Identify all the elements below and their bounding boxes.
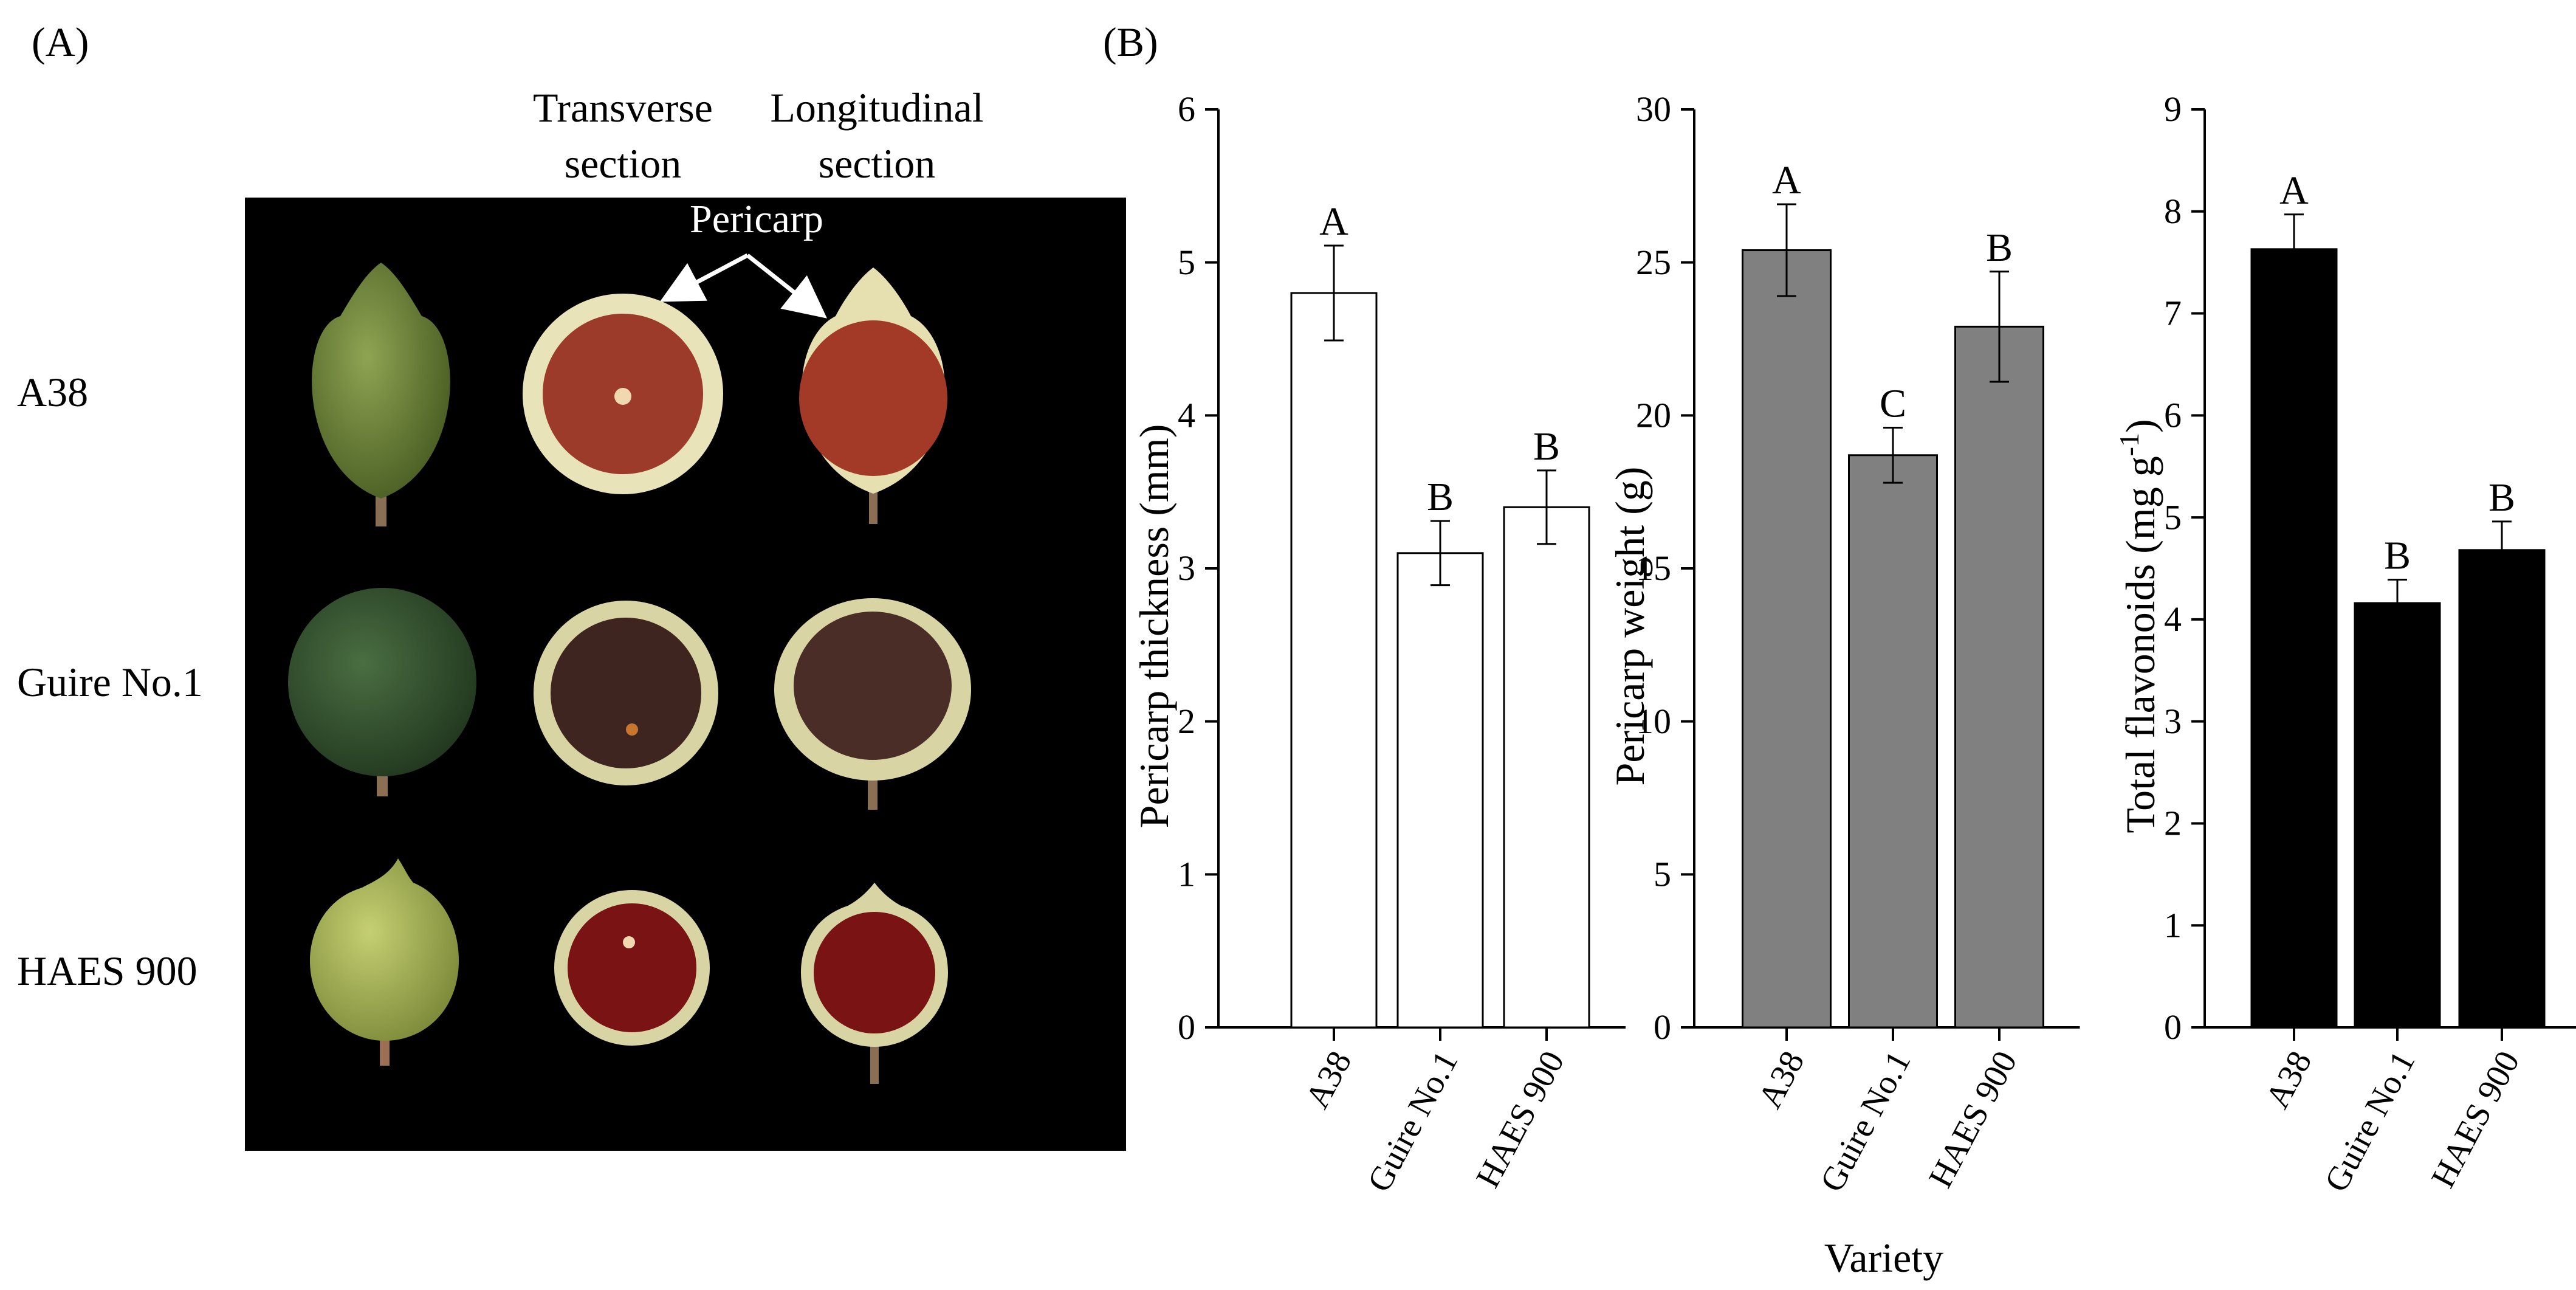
y-tick-label: 5 — [1654, 854, 1671, 894]
y-tick-label: 10 — [1636, 702, 1671, 741]
x-tick-label: Guire No.1 — [1360, 1045, 1465, 1198]
significance-label: B — [1986, 226, 2013, 270]
haes-longitudinal-section — [801, 883, 948, 1084]
significance-label: A — [1319, 199, 1348, 244]
a38-longitudinal-section — [799, 267, 947, 524]
significance-label: C — [1880, 381, 1906, 426]
bar — [1848, 454, 1938, 1029]
y-tick-label: 4 — [2164, 599, 2182, 639]
panel-b-label: (B) — [1103, 19, 1158, 65]
significance-label: B — [2488, 475, 2515, 520]
column-header-transverse-line2: section — [565, 140, 682, 187]
row-label-guire: Guire No.1 — [17, 659, 203, 705]
x-tick-label: Guire No.1 — [2317, 1045, 2422, 1198]
y-tick-label: 30 — [1636, 89, 1671, 129]
row-label-a38: A38 — [17, 369, 88, 415]
y-tick-label: 4 — [1178, 395, 1195, 435]
pericarp-arrow-right — [746, 254, 827, 319]
y-tick-label: 3 — [1178, 548, 1195, 588]
y-tick-label: 6 — [1178, 89, 1195, 129]
chart-total-flavonoids: 0 1 2 3 4 5 6 7 8 9 A A38 B Guire No.1 B HAES 900 Total… — [2114, 89, 2576, 1198]
x-tick-label: A38 — [1298, 1045, 1359, 1114]
ylabel-thickness: Pericarp thickness (mm) — [1131, 424, 1177, 829]
column-header-longitudinal-line2: section — [819, 140, 936, 187]
y-tick-label: 5 — [2164, 497, 2182, 537]
y-tick-label: 9 — [2164, 89, 2182, 129]
bar — [2458, 549, 2546, 1029]
haes-whole-fruit — [310, 858, 459, 1066]
ylabel-weight: Pericarp weight (g) — [1607, 467, 1653, 786]
bar — [1290, 292, 1378, 1029]
y-tick-label: 3 — [2164, 702, 2182, 741]
pericarp-arrow-left — [659, 253, 749, 302]
x-tick-label: A38 — [1751, 1045, 1812, 1114]
haes-transverse-section — [554, 890, 710, 1046]
ylabel-flavonoids-main: Total flavonoids (mg g — [2117, 456, 2163, 833]
x-tick-label: HAES 900 — [1922, 1045, 2024, 1194]
y-tick-label: 6 — [2164, 395, 2182, 435]
y-tick-label: 0 — [1654, 1007, 1671, 1047]
panel-a-label: (A) — [32, 19, 89, 65]
a38-transverse-section — [523, 294, 723, 494]
significance-label: B — [1533, 424, 1560, 469]
bar — [1396, 552, 1484, 1029]
bar — [2354, 602, 2441, 1029]
y-tick-label: 25 — [1636, 243, 1671, 282]
bar — [1503, 506, 1590, 1029]
a38-whole-fruit — [312, 263, 450, 526]
significance-label: A — [2279, 168, 2309, 213]
y-tick-label: 20 — [1636, 395, 1671, 435]
shared-xlabel: Variety — [1824, 1235, 1943, 1281]
x-tick-label: A38 — [2258, 1045, 2319, 1114]
column-header-transverse-line1: Transverse — [533, 85, 713, 131]
guire-whole-fruit — [288, 588, 476, 796]
guire-transverse-section — [534, 601, 718, 785]
bar — [1954, 325, 2044, 1029]
row-label-haes: HAES 900 — [17, 948, 197, 994]
pericarp-label: Pericarp — [690, 197, 823, 241]
chart-pericarp-weight: 0 5 10 15 20 25 30 A A38 C Guire No.1 B HAES 900 Per… — [1607, 89, 2080, 1198]
y-tick-label: 7 — [2164, 294, 2182, 333]
y-tick-label: 1 — [1178, 854, 1195, 894]
y-tick-label: 2 — [2164, 804, 2182, 843]
ylabel-flavonoids: Total flavonoids (mg g-1) — [2114, 419, 2163, 833]
y-tick-label: 5 — [1178, 243, 1195, 282]
y-tick-label: 1 — [2164, 905, 2182, 945]
column-header-longitudinal-line1: Longitudinal — [770, 85, 983, 131]
x-tick-label: Guire No.1 — [1813, 1045, 1918, 1198]
y-tick-label: 0 — [1178, 1007, 1195, 1047]
y-tick-label: 8 — [2164, 191, 2182, 231]
chart-pericarp-thickness: 0 1 2 3 4 5 6 A A38 B Guire No.1 B HAES 900 Pericarp… — [1131, 89, 1626, 1198]
bar — [1742, 249, 1832, 1029]
significance-label: B — [2384, 533, 2411, 578]
ylabel-flavonoids-sup: -1 — [2114, 433, 2145, 456]
significance-label: B — [1427, 475, 1454, 519]
panel-a: (A) Transverse section Longitudinal sect… — [17, 19, 1126, 1151]
y-tick-label: 15 — [1636, 548, 1671, 588]
ylabel-flavonoids-end: ) — [2117, 419, 2163, 433]
x-tick-label: HAES 900 — [2424, 1045, 2527, 1194]
y-tick-label: 0 — [2164, 1007, 2182, 1047]
guire-longitudinal-section — [774, 598, 971, 810]
significance-label: A — [1772, 158, 1801, 202]
bar — [2250, 248, 2338, 1029]
y-tick-label: 2 — [1178, 702, 1195, 741]
x-tick-label: HAES 900 — [1469, 1045, 1571, 1194]
